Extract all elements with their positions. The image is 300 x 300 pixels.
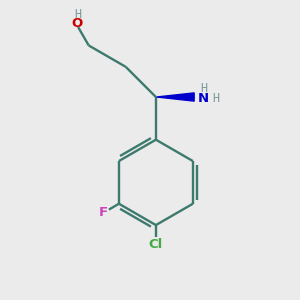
Text: F: F	[99, 206, 108, 219]
Text: H: H	[213, 92, 220, 105]
Polygon shape	[157, 93, 194, 101]
Text: O: O	[72, 17, 83, 30]
Text: H: H	[200, 82, 207, 95]
Text: H: H	[74, 8, 81, 21]
Text: N: N	[198, 92, 209, 105]
Text: Cl: Cl	[149, 238, 163, 251]
